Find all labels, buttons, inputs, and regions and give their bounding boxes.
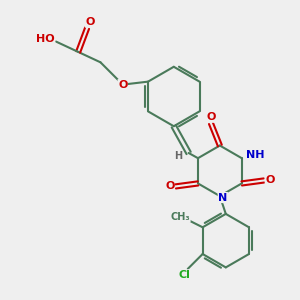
Text: O: O (206, 112, 216, 122)
Text: CH₃: CH₃ (170, 212, 190, 222)
Text: NH: NH (246, 150, 265, 160)
Text: HO: HO (36, 34, 55, 44)
Text: O: O (265, 176, 275, 185)
Text: H: H (174, 151, 182, 161)
Text: N: N (218, 193, 227, 202)
Text: Cl: Cl (179, 270, 191, 280)
Text: O: O (85, 17, 95, 27)
Text: O: O (165, 182, 174, 191)
Text: O: O (118, 80, 128, 90)
